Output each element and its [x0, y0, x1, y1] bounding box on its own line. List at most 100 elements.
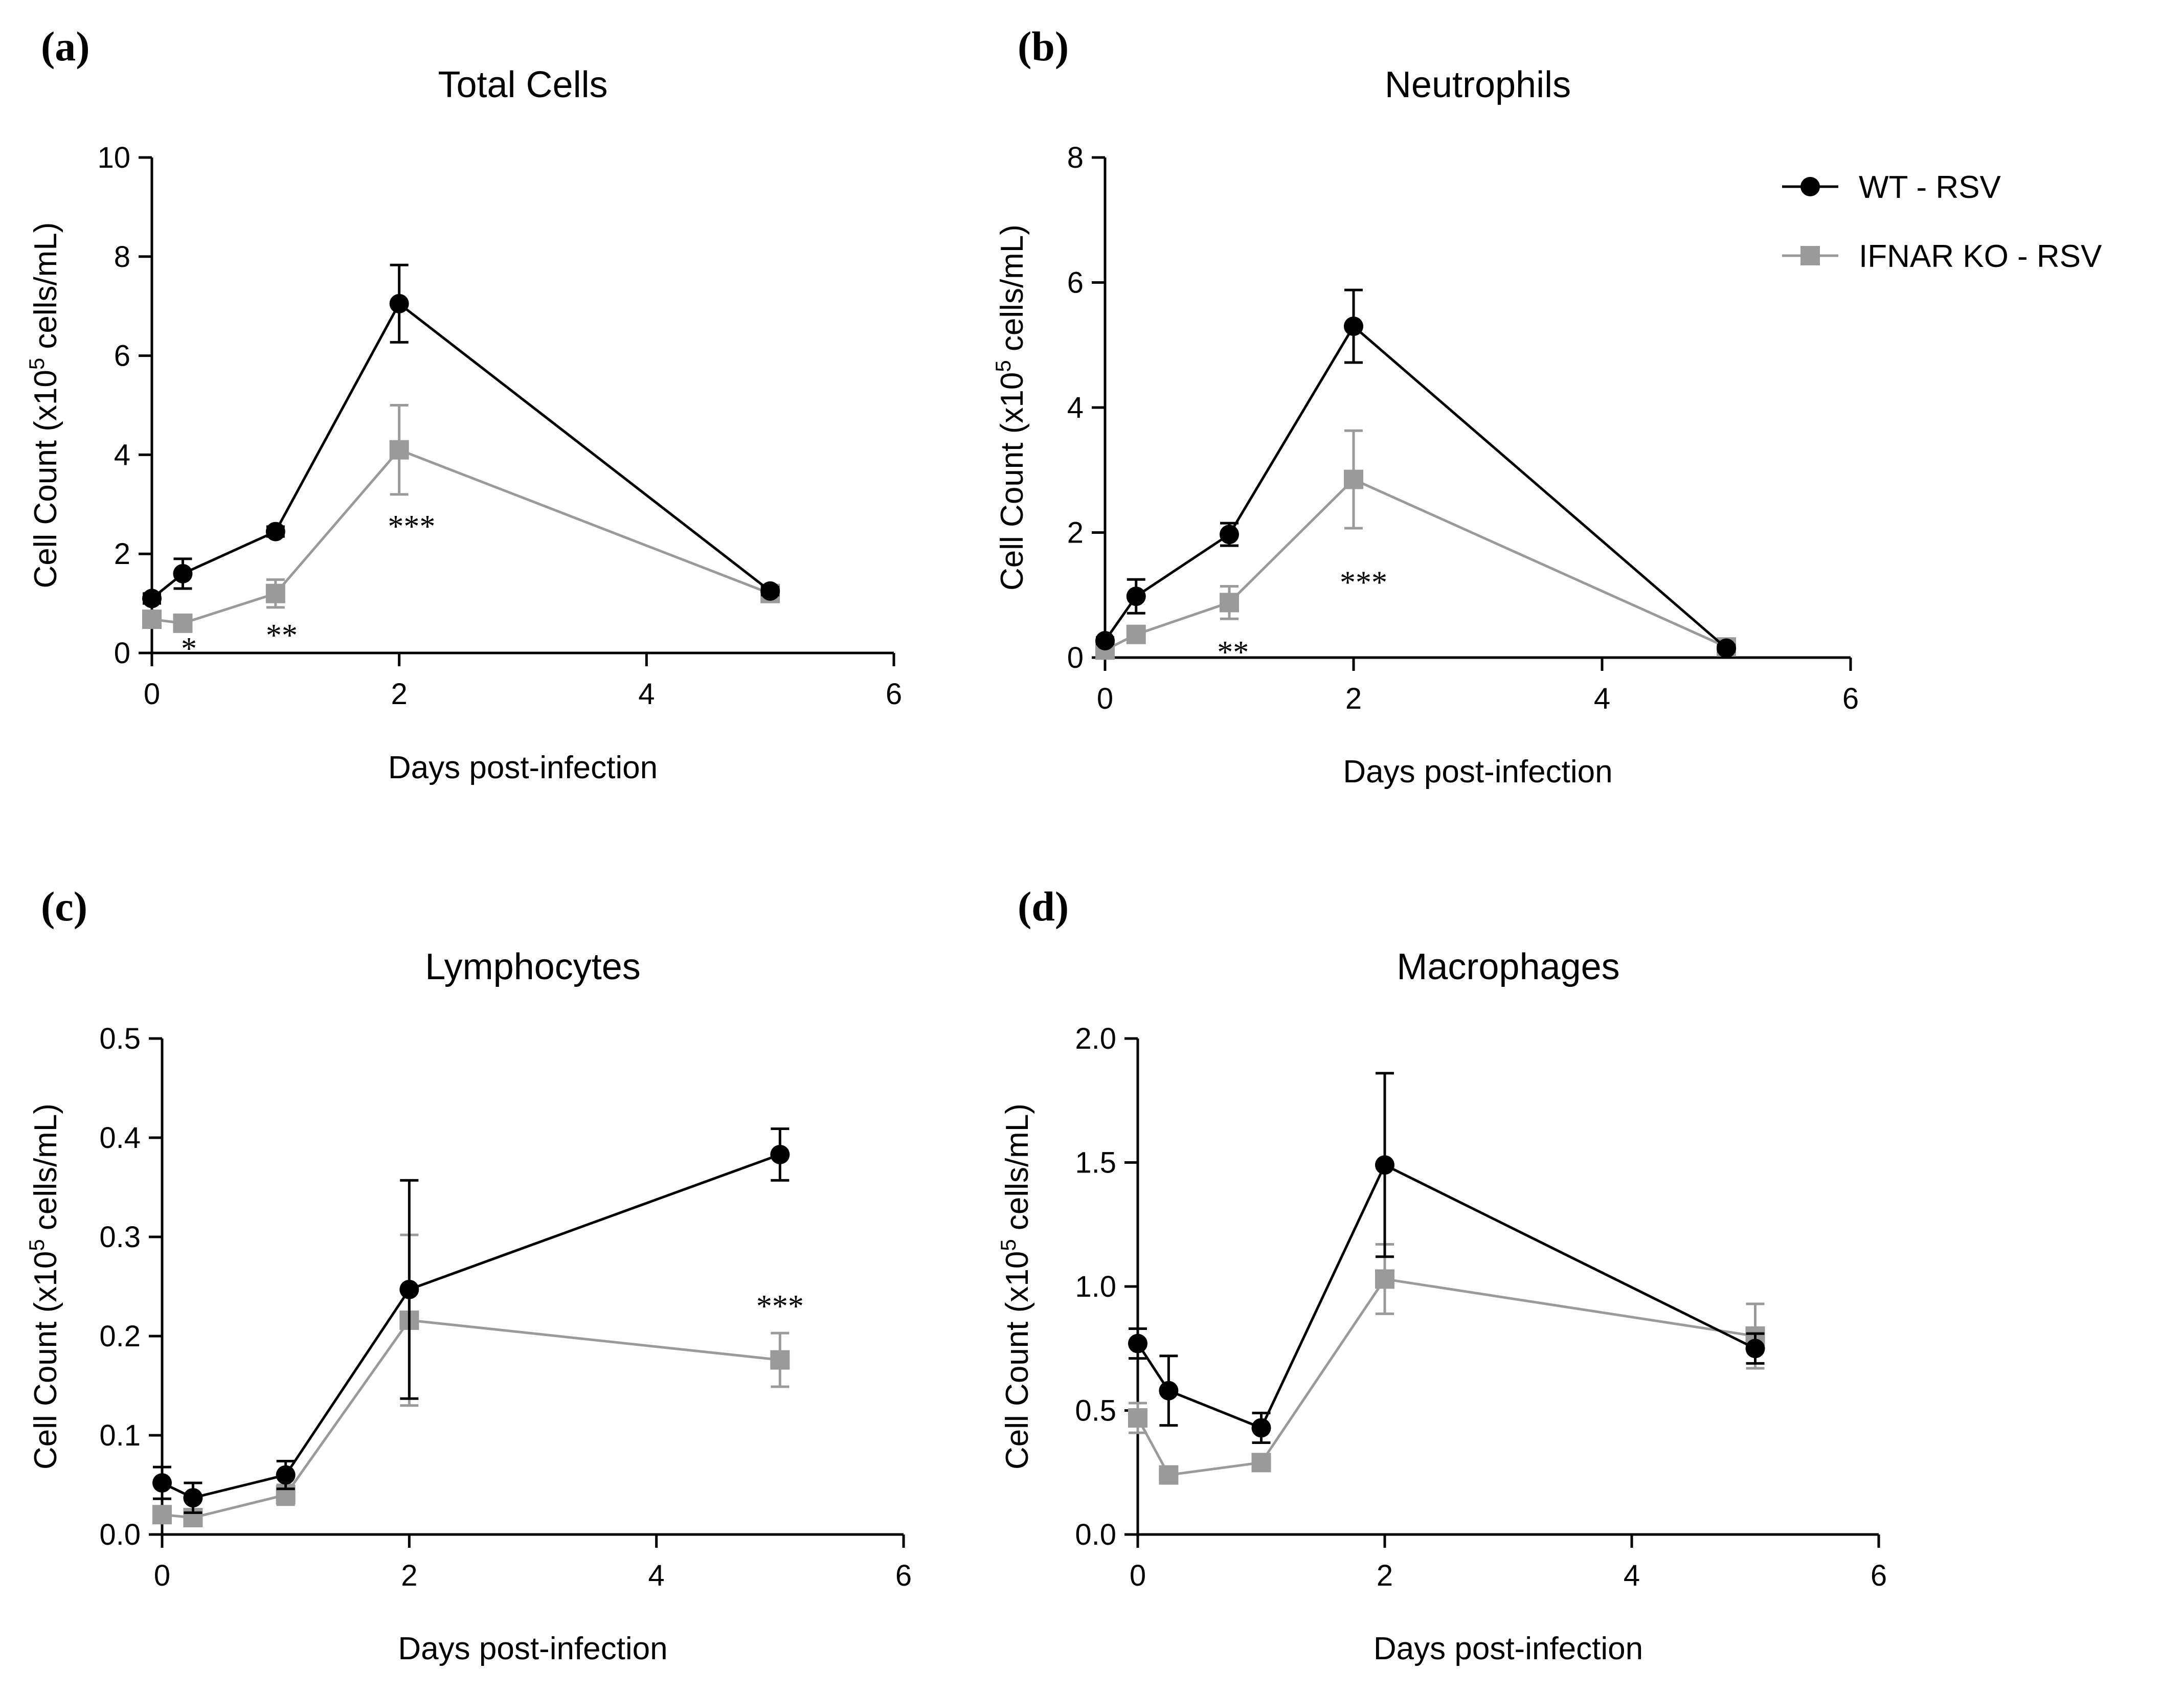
data-point-square: [1126, 624, 1146, 644]
significance-marker: ***: [756, 1289, 804, 1324]
y-tick-label: 0.3: [99, 1221, 141, 1254]
data-point-square: [1220, 593, 1239, 613]
y-tick-label: 0.5: [1075, 1394, 1116, 1428]
y-tick-label: 4: [114, 438, 130, 471]
y-tick-label: 2: [1067, 516, 1084, 550]
x-tick-label: 2: [1377, 1559, 1393, 1592]
data-point-square: [770, 1350, 790, 1370]
data-point-square: [265, 583, 285, 603]
legend-item: IFNAR KO - RSV: [1782, 239, 2102, 274]
data-point-circle: [276, 1465, 296, 1485]
data-point-square: [173, 613, 193, 633]
y-tick-label: 0.0: [99, 1518, 141, 1551]
y-tick-label: 1.5: [1075, 1146, 1116, 1180]
data-point-circle: [760, 581, 780, 601]
data-point-circle: [1095, 630, 1115, 650]
series-line: [1136, 1163, 1756, 1430]
y-axis-label-main: Cell Count (x10: [28, 370, 63, 588]
panel-b: (b) Neutrophils 0 2 4 6 0 2 4 6 8 Days post-infecti…: [991, 23, 1859, 789]
data-point-circle: [1344, 317, 1363, 336]
y-tick-label: 0.2: [99, 1320, 141, 1353]
data-point-circle: [142, 589, 162, 608]
y-axis-label-superscript: 5: [25, 1239, 49, 1251]
significance-marker: ***: [388, 509, 435, 544]
chart-title: Neutrophils: [1385, 64, 1571, 105]
x-tick-label: 6: [1842, 682, 1859, 715]
series-wt-rsv: [1095, 288, 1736, 658]
y-axis-label: Cell Count (x105 cells/mL): [25, 222, 63, 589]
y-tick-label: 0.4: [99, 1121, 141, 1155]
data-point-circle: [1745, 1339, 1765, 1359]
series-line: [151, 302, 771, 600]
y-tick-label: 0: [114, 637, 130, 670]
data-point-circle: [1251, 1418, 1271, 1438]
panel-d: (d) Macrophages 0 2 4 6 0.0 0.5 1.0 1.5 2.0 Days po…: [996, 883, 1887, 1666]
panel-letter: (d): [1018, 883, 1069, 930]
data-point-square: [1251, 1453, 1271, 1473]
data-point-circle: [399, 1279, 419, 1299]
data-point-square: [1159, 1465, 1179, 1485]
y-tick-label: 0.5: [99, 1022, 141, 1055]
y-axis-label: Cell Count (x105 cells/mL): [991, 224, 1030, 591]
series-ifnar-ko-rsv: [1095, 429, 1736, 660]
x-tick-label: 0: [154, 1559, 170, 1592]
series-line: [1136, 1277, 1755, 1477]
y-tick-label: 0: [1067, 641, 1084, 674]
series-wt-rsv: [152, 1127, 790, 1514]
data-point-circle: [152, 1473, 172, 1493]
x-tick-label: 0: [144, 678, 160, 711]
data-point-square: [1344, 469, 1363, 489]
data-point-circle: [265, 522, 285, 541]
y-axis-label-main: Cell Count (x10: [1000, 1251, 1035, 1470]
chart-title: Total Cells: [438, 64, 607, 105]
data-point-circle: [770, 1144, 790, 1164]
x-tick-label: 4: [1624, 1559, 1640, 1592]
data-point-circle: [1126, 586, 1146, 606]
series-line: [1104, 478, 1727, 651]
y-axis-label-tail: cells/mL): [995, 224, 1030, 360]
x-axis-label: Days post-infection: [1374, 1631, 1643, 1666]
y-axis-label-superscript: 5: [991, 360, 1015, 372]
y-tick-label: 10: [97, 141, 130, 174]
data-point-circle: [1128, 1334, 1147, 1353]
x-tick-label: 4: [1594, 682, 1610, 715]
data-point-circle: [183, 1488, 203, 1508]
data-point-square: [152, 1505, 172, 1525]
panel-letter: (b): [1018, 23, 1069, 70]
y-axis-label-main: Cell Count (x10: [28, 1251, 63, 1470]
panel-letter: (c): [41, 883, 87, 930]
y-axis-label-main: Cell Count (x10: [995, 372, 1030, 591]
significance-marker: **: [266, 618, 298, 653]
significance-marker: ***: [1340, 565, 1387, 600]
x-tick-label: 0: [1097, 682, 1113, 715]
y-tick-label: 8: [114, 240, 130, 274]
y-axis-label-tail: cells/mL): [28, 1103, 63, 1239]
x-tick-label: 4: [638, 678, 655, 711]
panel-letter: (a): [41, 23, 90, 70]
x-tick-label: 6: [895, 1559, 912, 1592]
y-axis-label-superscript: 5: [25, 358, 49, 370]
chart-title: Macrophages: [1397, 946, 1619, 987]
legend-marker-square: [1800, 246, 1820, 265]
series-line: [162, 1319, 780, 1519]
y-tick-label: 0.0: [1075, 1518, 1116, 1551]
data-point-circle: [1717, 638, 1736, 658]
x-tick-label: 4: [648, 1559, 665, 1592]
x-tick-label: 6: [1871, 1559, 1887, 1592]
y-tick-label: 6: [1067, 266, 1084, 300]
data-point-square: [142, 610, 162, 629]
y-tick-label: 6: [114, 340, 130, 373]
panel-a: (a) Total Cells 0 2 4 6 0 2 4 6 8 10 Days post-infec…: [25, 23, 902, 785]
series-line: [151, 448, 771, 625]
y-axis-label-tail: cells/mL): [1000, 1103, 1035, 1239]
legend-label: IFNAR KO - RSV: [1859, 239, 2102, 274]
significance-marker: **: [1217, 635, 1249, 670]
y-tick-label: 1.0: [1075, 1270, 1116, 1303]
x-tick-label: 6: [886, 678, 902, 711]
y-axis-label: Cell Count (x105 cells/mL): [996, 1103, 1035, 1470]
series-ifnar-ko-rsv: [1128, 1243, 1765, 1485]
x-axis-label: Days post-infection: [1343, 754, 1612, 789]
series-ifnar-ko-rsv: [142, 404, 780, 633]
data-point-square: [1375, 1269, 1394, 1289]
